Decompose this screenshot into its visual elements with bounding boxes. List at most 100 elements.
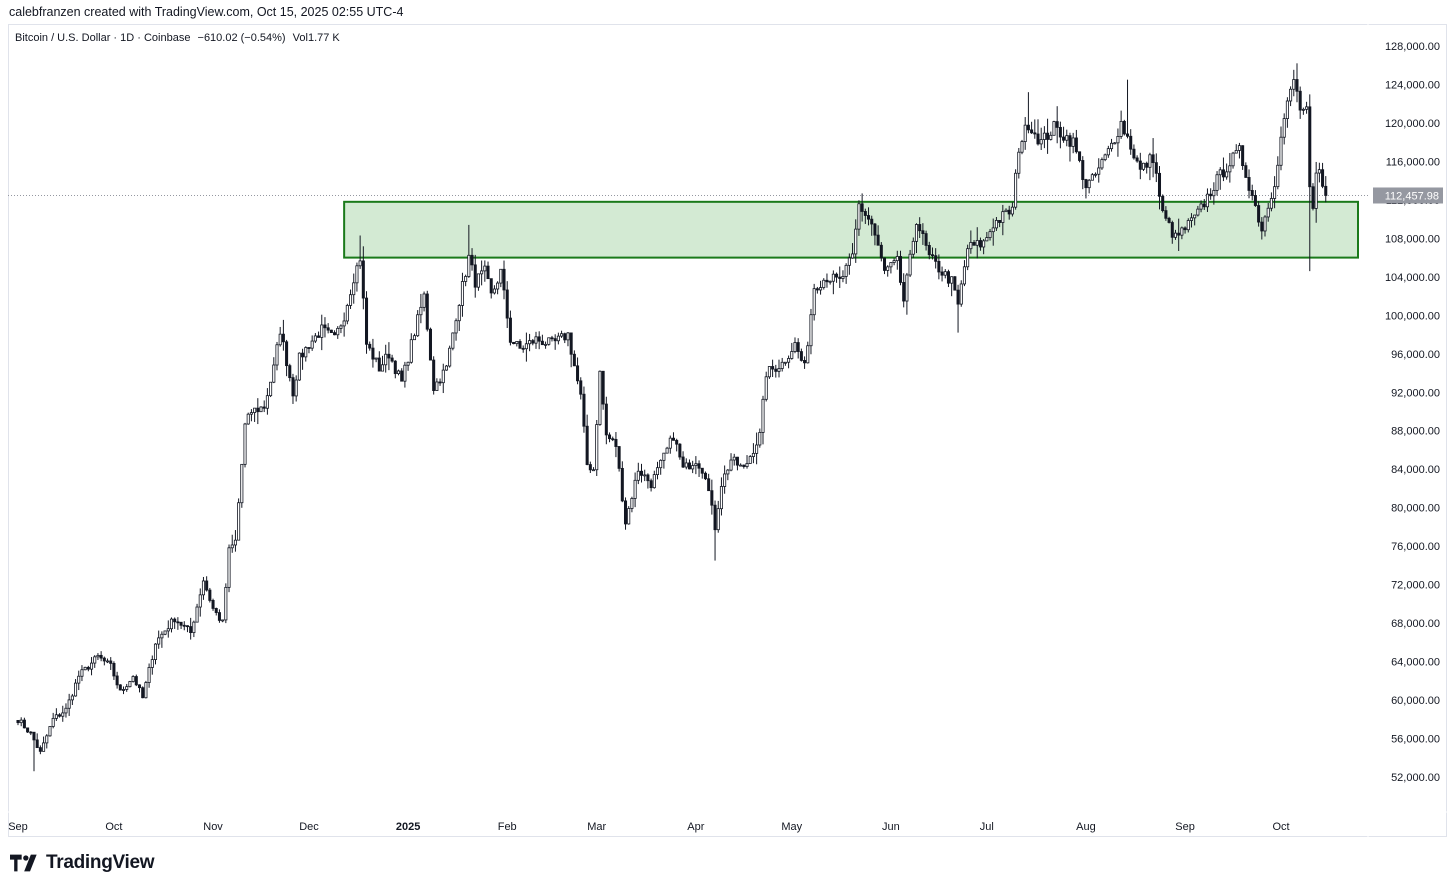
candle [560,330,564,338]
candle [246,412,250,425]
candle [221,619,225,623]
candle [425,290,429,332]
candle-body [726,469,730,475]
candle-body [1221,169,1225,178]
candle-body [342,320,346,327]
candle-body [1173,232,1178,238]
candle-body [921,230,925,234]
candle-body [918,224,922,232]
candle-body [627,508,631,525]
candle-body [1097,167,1101,175]
candle [441,363,445,394]
candle-body [233,539,237,546]
candle-body [371,347,375,360]
candle [1205,188,1209,212]
candle-body [333,332,337,336]
candle [630,496,634,513]
candle-body [531,340,535,344]
candle-body [857,203,861,230]
candle-body [160,633,164,639]
candle [1062,126,1066,143]
candle-body [534,336,538,344]
candle-body [438,381,442,384]
candle [1007,205,1011,220]
candle-body [608,434,612,440]
candle-body [1116,136,1120,144]
attribution-header: calebfranzen created with TradingView.co… [9,5,404,19]
candle-body [214,608,218,613]
candle-body [780,361,784,369]
candle-body [582,393,586,427]
time-axis[interactable]: Sep Oct Nov Dec 2025 Feb Mar Apr May Jun Jul Aug Sep… [8,821,1289,833]
candle-body [1164,210,1168,219]
candle-body [74,682,78,697]
candle-body [262,406,266,409]
candle [799,348,803,362]
candle-body [978,240,982,248]
candle-body [1055,121,1059,128]
candle-body [528,340,532,345]
candle-body [435,381,439,391]
candle [908,249,912,278]
candle-body [1046,132,1050,140]
candle [764,371,768,402]
candle-body [70,695,74,701]
candle-body [1007,209,1011,215]
candle-body [387,353,391,359]
candle [620,461,624,503]
candle [1202,198,1206,210]
candle [745,455,749,469]
candle [748,455,752,464]
chart-pane[interactable] [8,24,1447,837]
candle-body [157,637,161,645]
candle-body [1263,216,1267,232]
candle [1237,142,1241,159]
candle [70,693,74,705]
candle-body [208,589,212,601]
candle [700,467,704,479]
candle [412,333,417,341]
candle-body [962,266,966,285]
candle [576,357,580,385]
time-tick-label: Jul [980,821,994,833]
candle [265,388,269,415]
candle [22,717,26,729]
candle [819,280,823,295]
candle [361,246,365,310]
candle-body [502,268,506,291]
candle [365,291,369,354]
candle-body [771,366,775,370]
candle [646,473,650,489]
candle-body [173,618,177,623]
candle-body [592,469,596,472]
candle-body [547,337,551,345]
tradingview-logo[interactable]: TradingView [10,852,155,874]
candle-body [1014,172,1018,208]
candle-body [416,314,420,337]
candle [1241,145,1245,170]
support-resistance-zone[interactable] [343,200,1359,259]
candle [169,617,173,633]
candle [994,216,998,231]
candle [323,317,327,338]
candle [74,679,78,697]
price-tick-label: 76,000.00 [1391,541,1440,553]
candle-body [863,211,867,216]
candle [822,278,826,290]
candle [416,310,420,337]
candle-body [1100,159,1104,169]
price-axis[interactable]: 52,000.00 56,000.00 60,000.00 64,000.00 68,0… [1385,41,1440,784]
candle [96,653,100,661]
candle [1273,176,1277,209]
last-price-label: 112,457.98 [1385,190,1439,202]
candle [112,661,116,680]
candle [1308,94,1312,272]
candle [486,261,490,280]
candle-body [1020,141,1024,153]
candle [237,498,241,541]
candle [1282,113,1286,145]
candle-body [224,586,228,621]
symbol-info[interactable]: Bitcoin / U.S. Dollar · 1D · Coinbase [15,32,191,44]
candle [1046,118,1050,154]
